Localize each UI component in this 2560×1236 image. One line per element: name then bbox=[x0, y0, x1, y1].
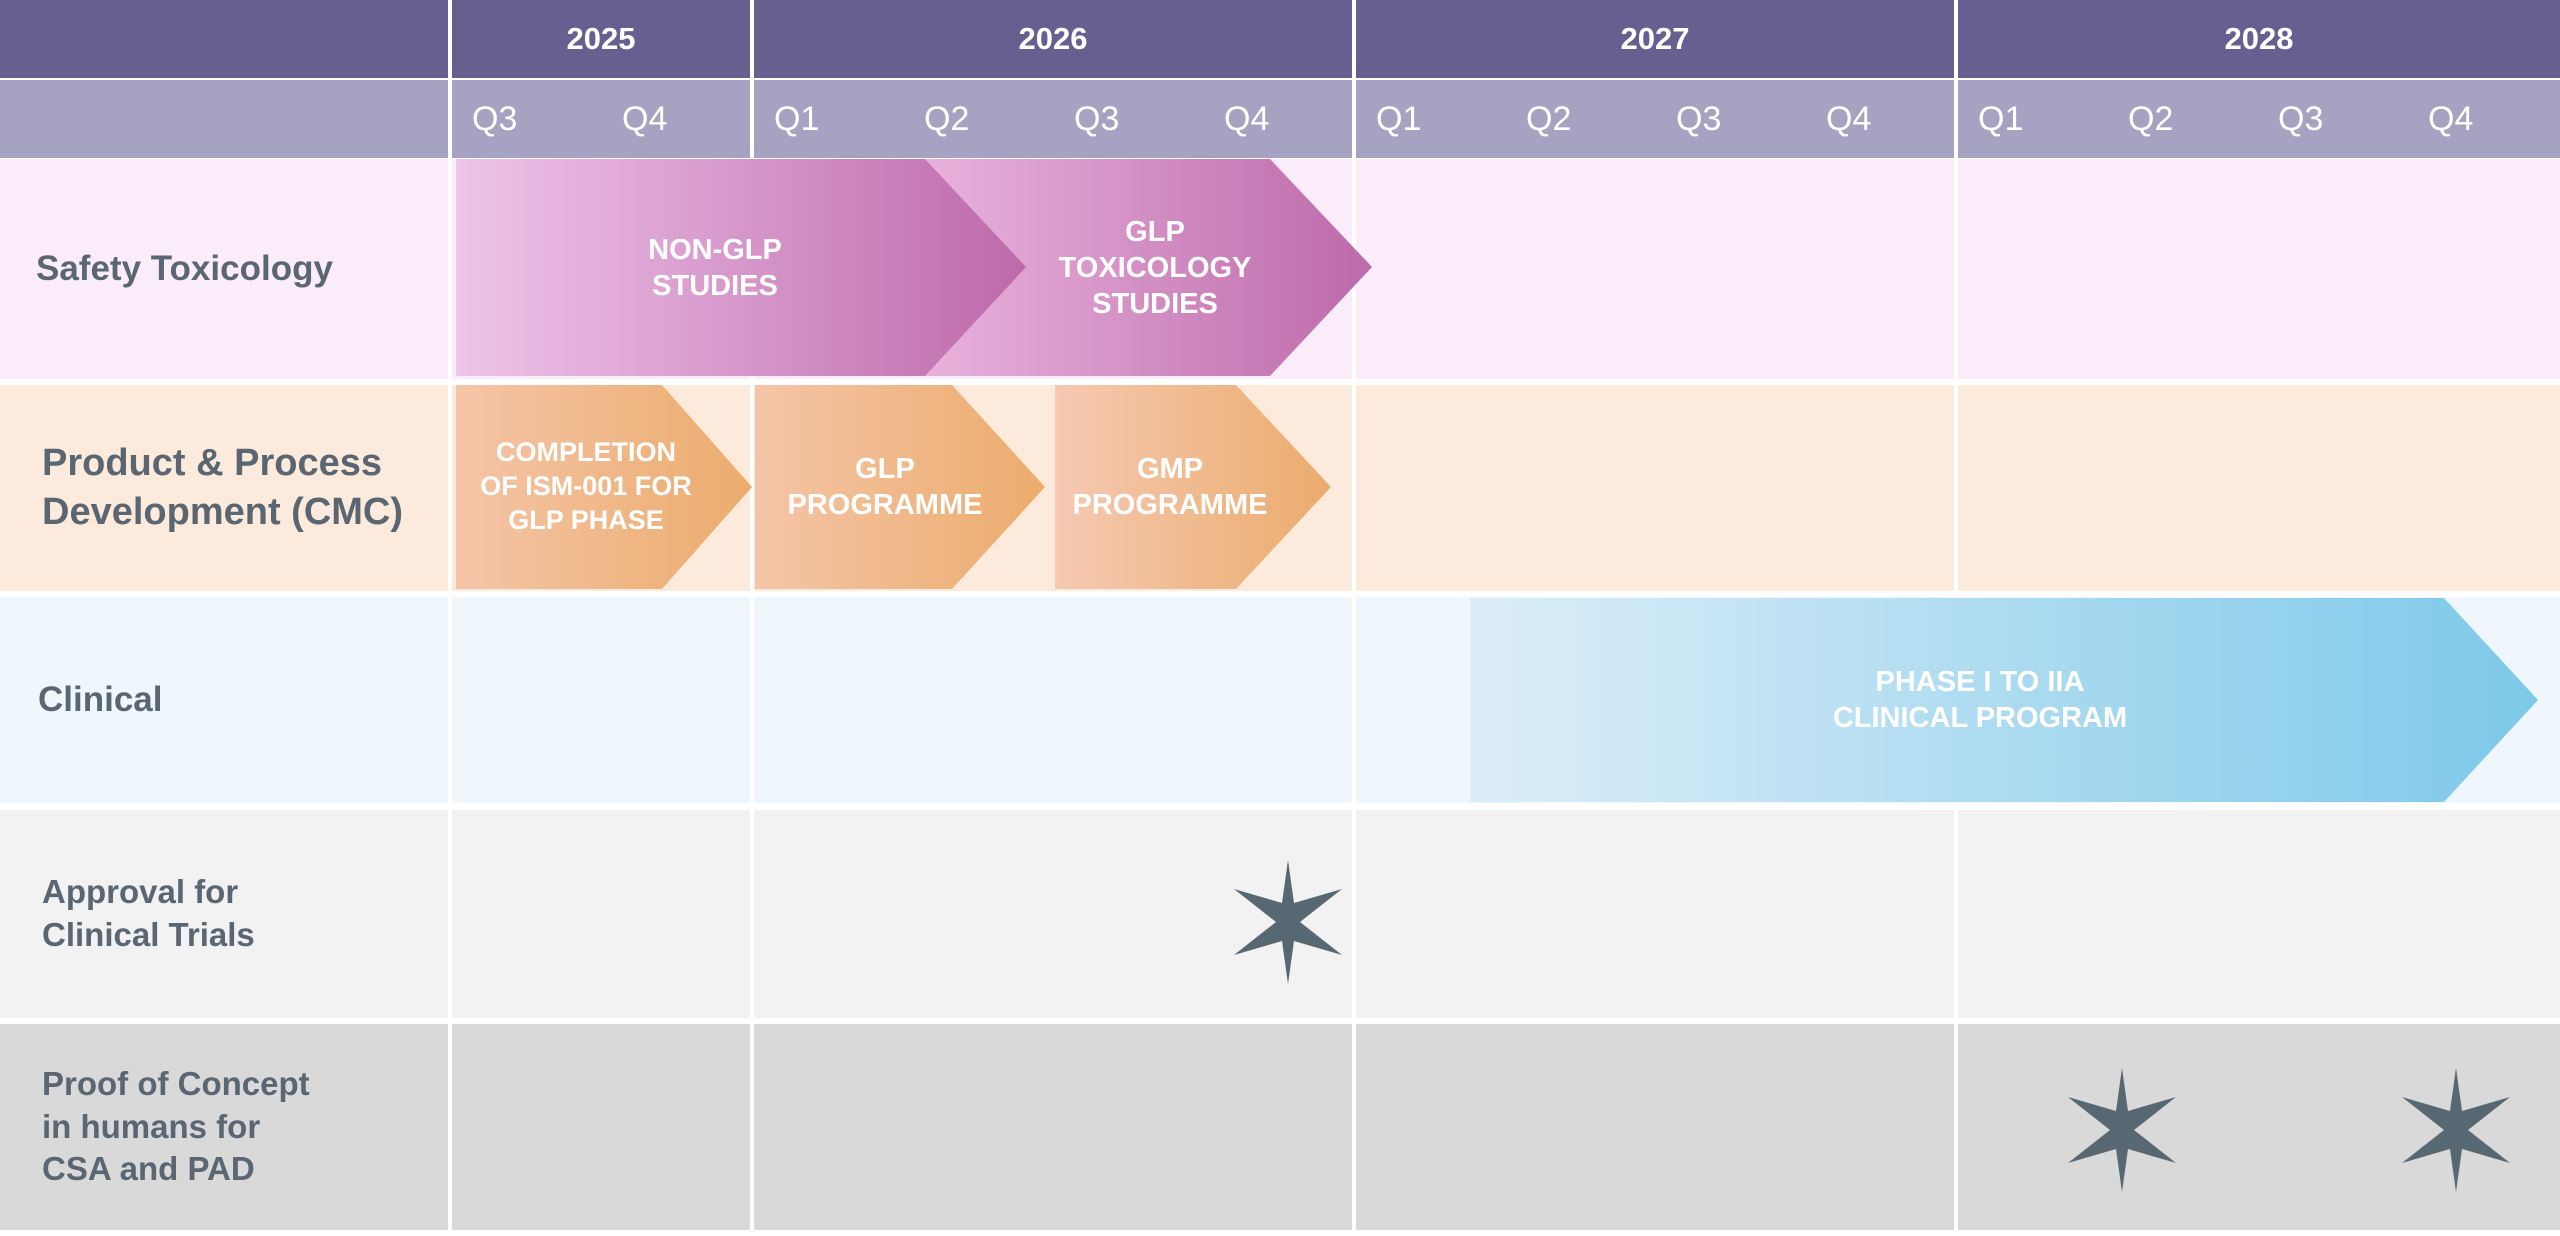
quarter-2027-q4: Q4 bbox=[1806, 80, 1954, 158]
bar-label-phase-i-to-iia: PHASE I TO IIA CLINICAL PROGRAM bbox=[1832, 665, 2128, 734]
quarter-2026-q1: Q1 bbox=[754, 80, 904, 158]
year-2028: 2028 bbox=[1958, 0, 2560, 78]
row-label-safety-toxicology: Safety Toxicology bbox=[36, 249, 333, 288]
header-corner-quarter bbox=[0, 80, 448, 158]
row-clinical-cell-2026 bbox=[754, 597, 1352, 803]
bar-gmp-programme bbox=[1055, 385, 1331, 589]
year-2026: 2026 bbox=[754, 0, 1352, 78]
row-poc-cell-2026 bbox=[754, 1024, 1352, 1230]
row-approval-label-cell bbox=[0, 810, 448, 1018]
quarter-2025-q4: Q4 bbox=[602, 80, 750, 158]
bar-label-glp-programme: GLP PROGRAMME bbox=[787, 452, 983, 521]
row-safety-toxicology-label-cell bbox=[0, 159, 448, 379]
row-label-cmc: Product & Process Development (CMC) bbox=[42, 441, 404, 533]
six-point-star-icon bbox=[2402, 1068, 2510, 1192]
bar-phase-i-to-iia-clinical-program bbox=[1470, 598, 2538, 802]
bar-glp-toxicology-studies bbox=[925, 159, 1372, 376]
row-label-proof-of-concept: Proof of Concept in humans for CSA and P… bbox=[42, 1064, 310, 1188]
row-safety-toxicology-cell-2027 bbox=[1356, 159, 1954, 379]
six-point-star-icon bbox=[1234, 860, 1342, 984]
bar-non-glp-studies bbox=[456, 159, 1026, 376]
quarter-2027-q2: Q2 bbox=[1506, 80, 1656, 158]
row-safety-toxicology-cell-2028 bbox=[1958, 159, 2560, 379]
year-2025: 2025 bbox=[452, 0, 750, 78]
row-approval-cell-2025 bbox=[452, 810, 750, 1018]
row-cmc-cell-2027 bbox=[1356, 385, 1954, 591]
quarter-2028-q1: Q1 bbox=[1958, 80, 2108, 158]
header-corner-year bbox=[0, 0, 448, 78]
row-cmc-cell-2028 bbox=[1958, 385, 2560, 591]
bar-label-completion-ism-001: COMPLETION OF ISM-001 FOR GLP PHASE bbox=[480, 437, 692, 535]
row-approval-cell-2026 bbox=[754, 810, 1352, 1018]
bar-glp-programme bbox=[755, 385, 1045, 589]
quarter-2028-q4: Q4 bbox=[2408, 80, 2560, 158]
row-approval-cell-2027 bbox=[1356, 810, 1954, 1018]
quarter-2025-q3: Q3 bbox=[452, 80, 602, 158]
row-cmc-label-cell bbox=[0, 385, 448, 591]
row-clinical-cell-2025 bbox=[452, 597, 750, 803]
bar-label-gmp-programme: GMP PROGRAMME bbox=[1072, 452, 1268, 521]
row-poc-label-cell bbox=[0, 1024, 448, 1230]
bar-label-non-glp-studies: NON-GLP STUDIES bbox=[648, 233, 782, 302]
row-clinical-label-cell bbox=[0, 597, 448, 803]
row-poc-cell-2025 bbox=[452, 1024, 750, 1230]
quarter-2026-q2: Q2 bbox=[904, 80, 1054, 158]
row-poc-cell-2027 bbox=[1356, 1024, 1954, 1230]
year-2027: 2027 bbox=[1356, 0, 1954, 78]
quarter-2026-q4: Q4 bbox=[1204, 80, 1352, 158]
row-label-approval: Approval for Clinical Trials bbox=[42, 873, 255, 953]
quarter-2028-q2: Q2 bbox=[2108, 80, 2258, 158]
bar-label-glp-toxicology-studies: GLP TOXICOLOGY STUDIES bbox=[1058, 215, 1252, 321]
quarter-2027-q3: Q3 bbox=[1656, 80, 1806, 158]
six-point-star-icon bbox=[2068, 1068, 2176, 1192]
bar-completion-ism-001 bbox=[456, 385, 752, 589]
row-label-clinical: Clinical bbox=[38, 680, 163, 719]
row-approval-cell-2028 bbox=[1958, 810, 2560, 1018]
quarter-2027-q1: Q1 bbox=[1356, 80, 1506, 158]
quarter-2028-q3: Q3 bbox=[2258, 80, 2408, 158]
quarter-2026-q3: Q3 bbox=[1054, 80, 1204, 158]
